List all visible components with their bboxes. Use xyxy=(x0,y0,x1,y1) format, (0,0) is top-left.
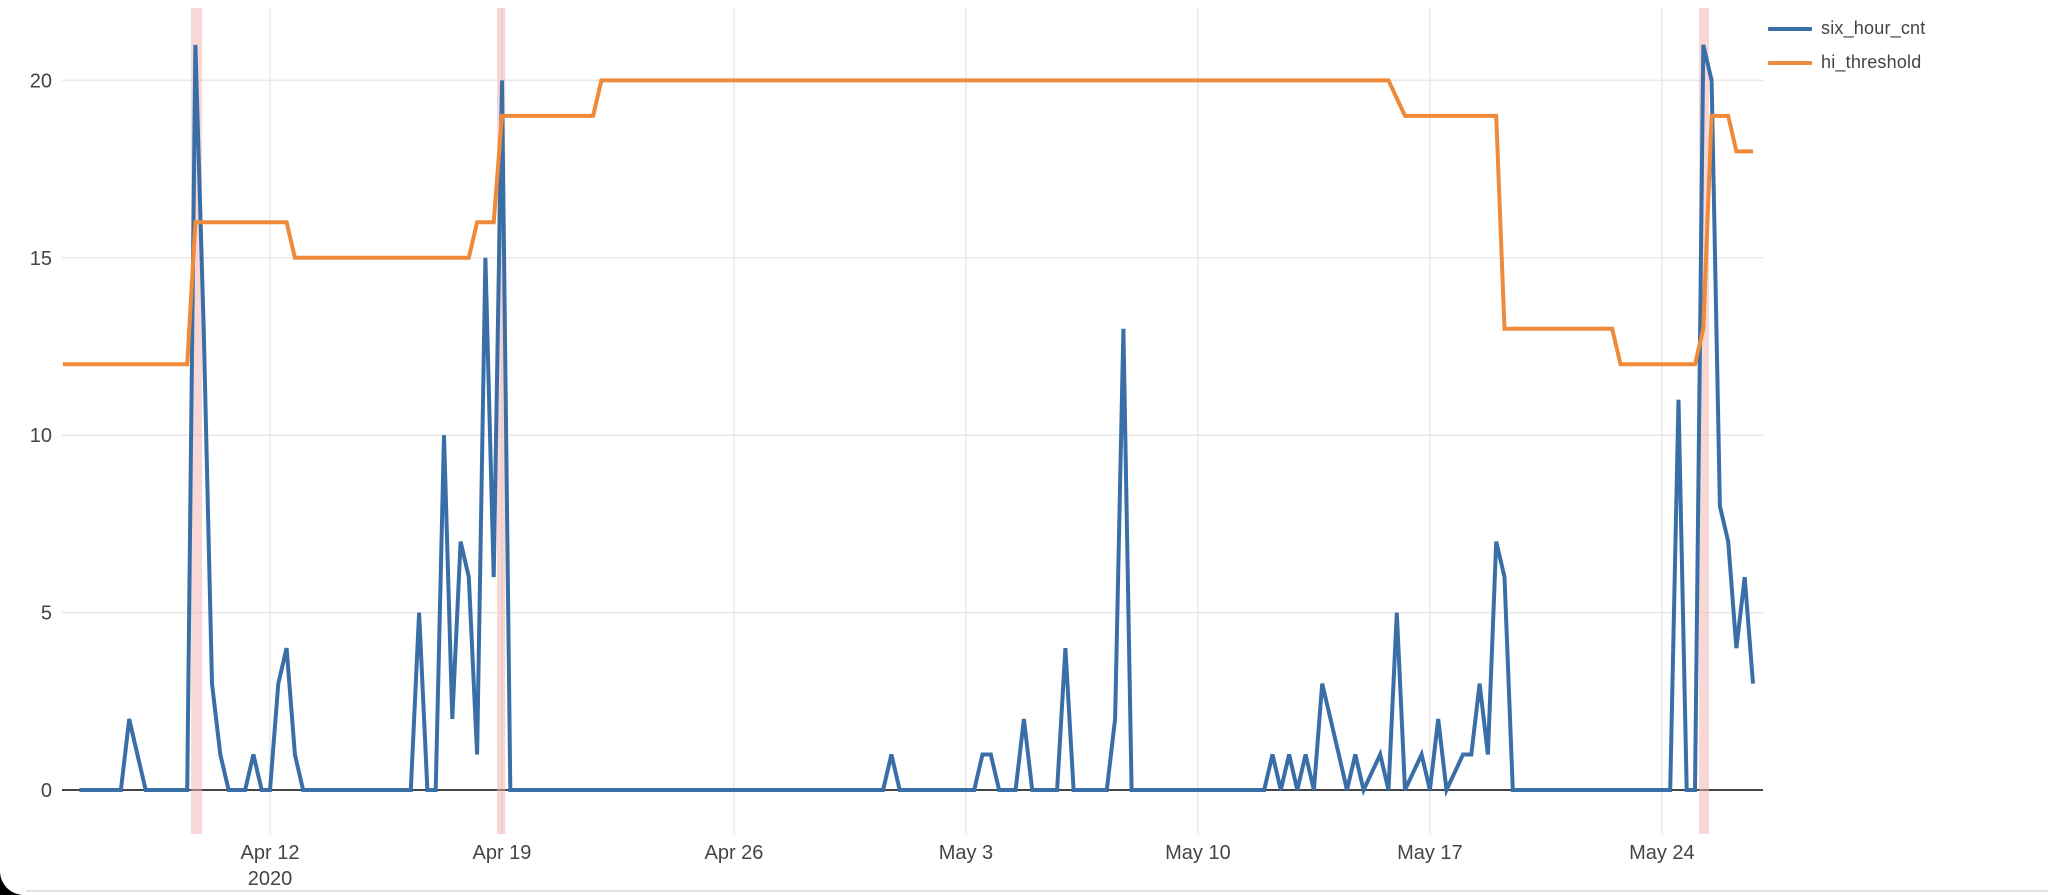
y-axis-label: 10 xyxy=(30,425,52,447)
legend: six_hour_cnt hi_threshold xyxy=(1768,18,1925,73)
series-lines xyxy=(62,44,1755,798)
x-axis-label: May 10 xyxy=(1165,842,1231,864)
x-axis-label: May 24 xyxy=(1629,842,1695,864)
alarm-bands xyxy=(191,8,1709,834)
x-axis-label: May 17 xyxy=(1397,842,1463,864)
legend-label-six-hour-cnt: six_hour_cnt xyxy=(1821,18,1926,38)
legend-item-hi-threshold[interactable]: hi_threshold xyxy=(1768,52,1925,73)
window-bottom-border xyxy=(0,890,2048,892)
x-axis-label: May 3 xyxy=(939,842,993,864)
six-hour-cnt-line xyxy=(79,44,1755,798)
x-axis-label: Apr 26 xyxy=(704,842,763,864)
y-axis-label: 15 xyxy=(30,248,52,270)
x-axis-year-label: 2020 xyxy=(248,868,293,890)
legend-swatch-hi-threshold xyxy=(1768,60,1812,65)
hi-threshold-line xyxy=(62,78,1753,367)
y-tick-labels: 0 5 10 15 20 xyxy=(30,70,52,802)
x-axis-label: Apr 19 xyxy=(473,842,532,864)
legend-label-hi-threshold: hi_threshold xyxy=(1821,52,1922,72)
legend-item-six-hour-cnt[interactable]: six_hour_cnt xyxy=(1768,18,1925,39)
legend-swatch-six-hour-cnt xyxy=(1768,26,1812,31)
x-axis-label: Apr 12 xyxy=(241,842,300,864)
x-tick-labels: Apr 12 2020 Apr 19 Apr 26 May 3 May 10 May 17 M… xyxy=(241,842,1695,890)
window-rounded-corner xyxy=(0,869,26,895)
y-axis-label: 0 xyxy=(41,780,52,802)
alarm-band xyxy=(497,8,506,834)
alarm-band xyxy=(191,8,203,834)
y-axis-label: 20 xyxy=(30,70,52,92)
alarm-band xyxy=(1698,8,1709,834)
y-axis-label: 5 xyxy=(41,603,52,625)
